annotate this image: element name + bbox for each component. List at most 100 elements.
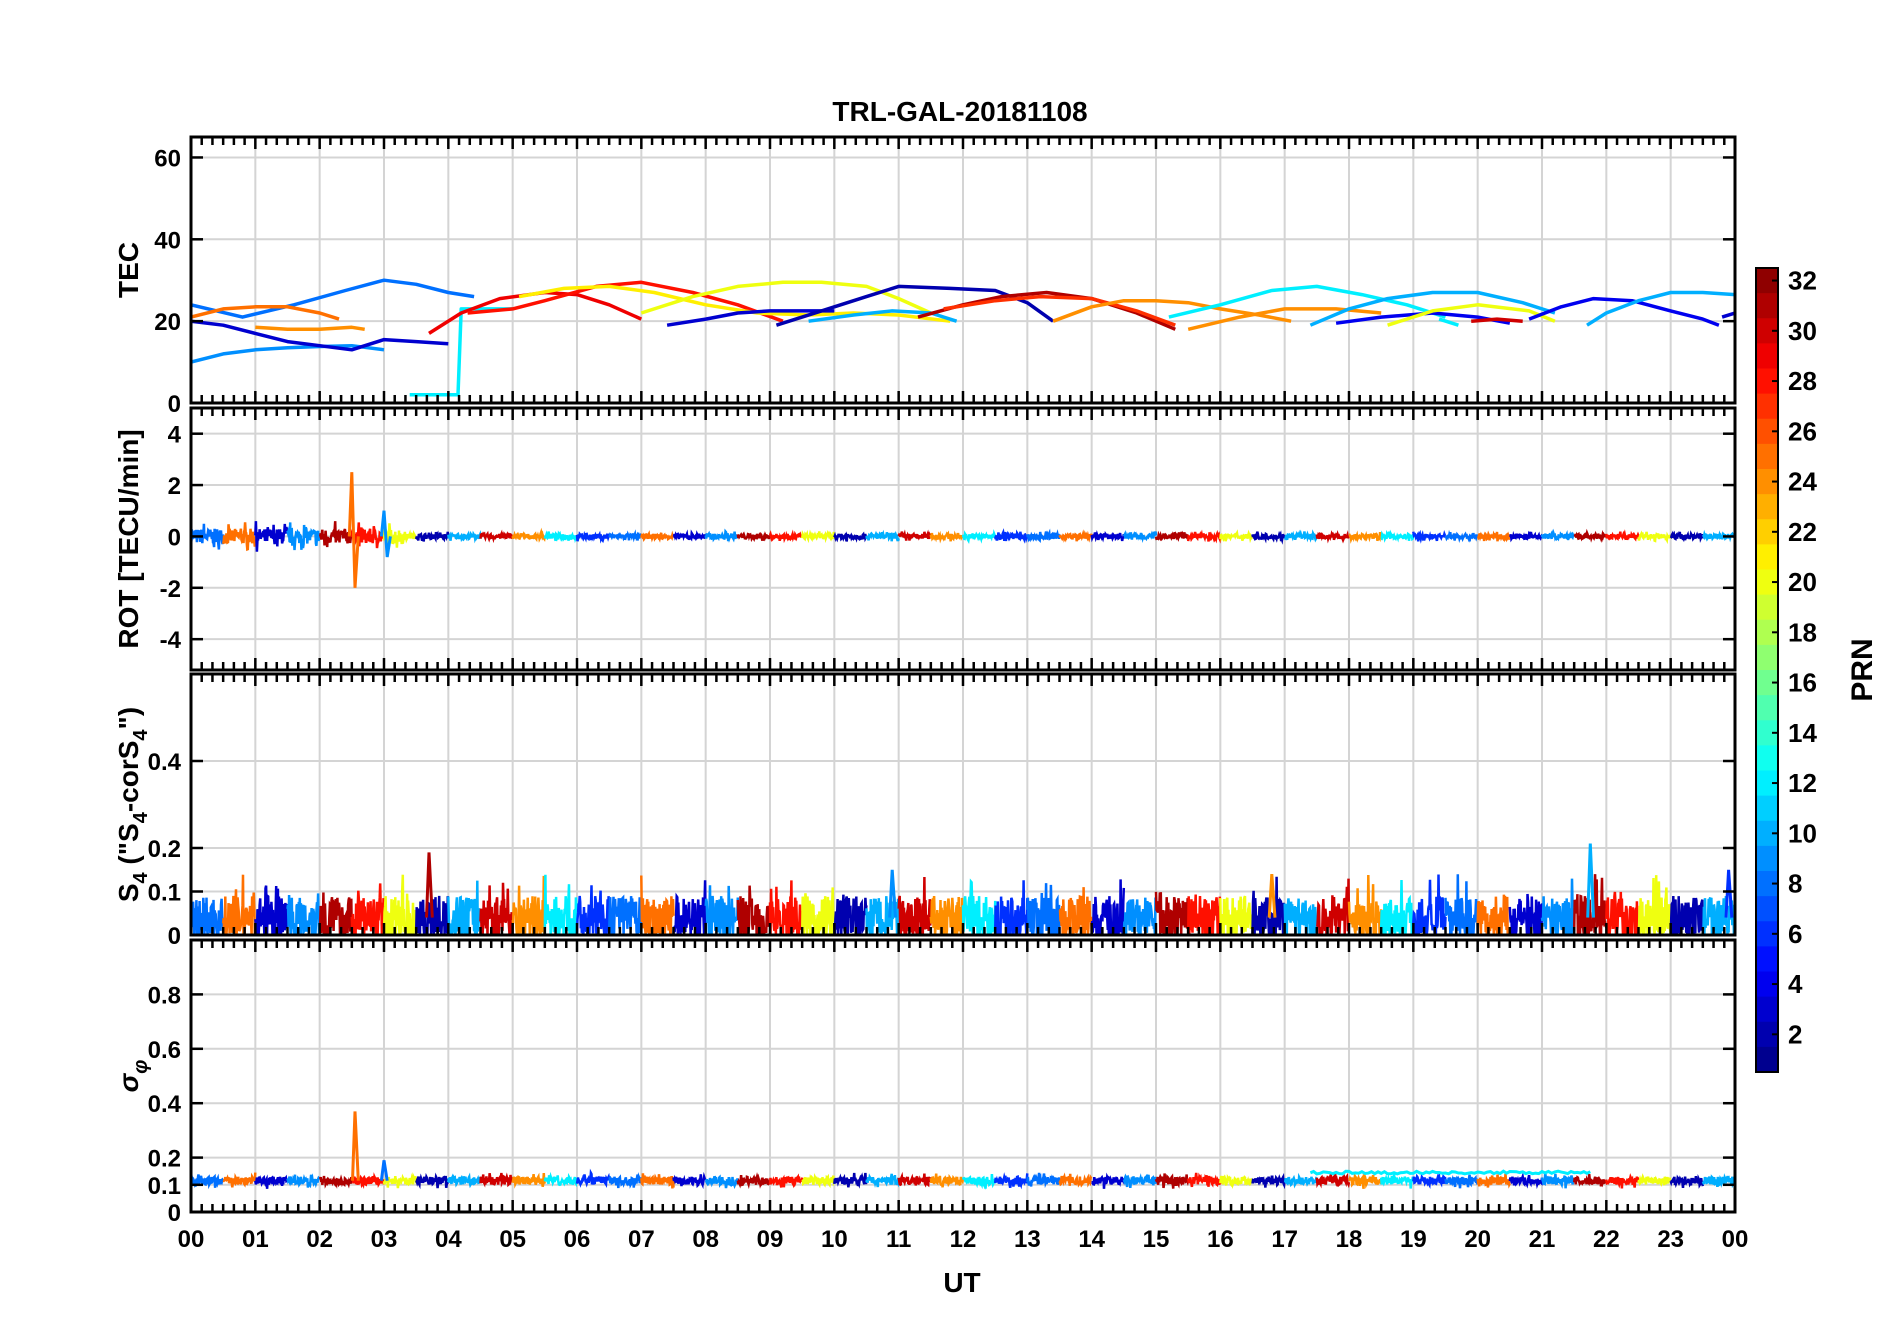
s4-trace-20 [833, 894, 868, 935]
tec-series-2 [191, 319, 449, 352]
x-tick-label-16: 16 [1207, 1226, 1234, 1253]
colorbar-swatch-29 [1756, 343, 1778, 370]
colorbar-frame [1755, 267, 1779, 1073]
s4-ytick-label-0: 0 [168, 923, 181, 950]
x-tick-label-24: 00 [1722, 1226, 1749, 1253]
sigma_phi-trace-17 [736, 1172, 772, 1190]
tec-ytick-label-0: 0 [168, 391, 181, 418]
s4-trace-34 [1283, 898, 1319, 935]
x-tick-label-21: 21 [1529, 1226, 1556, 1253]
x-tick-label-12: 12 [950, 1226, 977, 1253]
rot-trace-14 [640, 530, 675, 543]
colorbar-swatch-7 [1756, 896, 1778, 922]
s4-trace-3 [286, 893, 321, 935]
colorbar-swatch-30 [1756, 318, 1778, 344]
tec-data [191, 278, 1735, 397]
s4-trace-11 [543, 874, 579, 935]
sigma_phi-ytick-label-4: 0.6 [148, 1037, 181, 1064]
colorbar-swatch-19 [1756, 594, 1778, 621]
x-tick-label-22: 22 [1593, 1226, 1620, 1253]
colorbar-swatch-13 [1756, 745, 1778, 772]
rot-trace-36 [1348, 530, 1383, 544]
x-tick-label-19: 19 [1400, 1226, 1427, 1253]
rot-trace-21 [865, 529, 900, 542]
colorbar-tick-label-7: 16 [1788, 668, 1817, 698]
sigma_phi-trace-26 [1026, 1172, 1061, 1189]
x-tick-label-20: 20 [1464, 1226, 1491, 1253]
sigma_phi-trace-34 [1283, 1172, 1318, 1189]
colorbar-swatch-1 [1756, 1046, 1778, 1073]
tec-series-17 [1187, 307, 1382, 332]
colorbar-swatch-27 [1756, 393, 1778, 420]
rot-trace-46 [1669, 530, 1705, 543]
s4-trace-23 [929, 895, 965, 935]
rot-trace-1 [221, 522, 257, 552]
rot-trace-33 [1251, 530, 1286, 545]
sigma_phi-trace-27 [1058, 1172, 1093, 1188]
tec-series-16 [1168, 284, 1447, 319]
rot-trace-7 [414, 530, 450, 543]
s4-spike-4 [1724, 869, 1734, 918]
x-tick-label-11: 11 [886, 1226, 911, 1253]
colorbar-swatch-31 [1756, 293, 1778, 319]
sigma_phi-trace-11 [543, 1171, 579, 1188]
sigma_phi-trace-16 [704, 1174, 739, 1190]
rot-trace-42 [1540, 528, 1575, 542]
colorbar-tick-label-6: 14 [1788, 718, 1817, 748]
sigma_phi-trace-23 [929, 1173, 965, 1188]
rot-trace-47 [1701, 529, 1735, 543]
rot-trace-30 [1154, 530, 1190, 542]
tec-ytick-label-3: 60 [154, 145, 181, 172]
s4-trace-42 [1540, 878, 1576, 935]
tec-ylabel: TEC [113, 242, 144, 298]
sigma_phi-trace-42 [1540, 1172, 1576, 1189]
rot-data [191, 472, 1735, 588]
colorbar-swatch-32 [1756, 268, 1778, 294]
tec-ytick-label-1: 20 [154, 309, 181, 336]
sigma_phi-trace-29 [1122, 1173, 1158, 1189]
s4-trace-46 [1669, 895, 1705, 935]
colorbar-swatch-2 [1756, 1021, 1778, 1048]
sigma_phi-trace-25 [993, 1172, 1029, 1190]
sigma_phi-trace-18 [768, 1173, 804, 1189]
colorbar-tick-label-1: 4 [1788, 969, 1803, 999]
colorbar-label: PRN [1846, 638, 1879, 701]
sigma_phi-trace-45 [1637, 1173, 1672, 1187]
rot-ylabel: ROT [TECU/min] [113, 429, 144, 648]
x-tick-label-8: 08 [692, 1226, 719, 1253]
colorbar-swatch-3 [1756, 996, 1778, 1023]
s4-trace-29 [1122, 897, 1157, 935]
sigma_phi-data [191, 1111, 1735, 1190]
tec-series-14 [943, 294, 1176, 327]
rot-ytick-label-3: 2 [168, 473, 181, 500]
sigma_phi-ylabel: σφ [113, 1060, 152, 1093]
tec-series-21 [1438, 317, 1459, 327]
s4-trace-16 [704, 885, 740, 935]
s4-trace-10 [511, 875, 547, 935]
x-tick-label-13: 13 [1014, 1226, 1041, 1253]
rot-trace-6 [382, 523, 418, 548]
colorbar-tick-label-14: 30 [1788, 316, 1817, 346]
rot-trace-45 [1637, 530, 1672, 545]
panel-rot: -4 -2 0 2 4 ROT [TECU/min] [113, 406, 1737, 672]
x-tick-label-17: 17 [1271, 1226, 1298, 1253]
sigma_phi-trace-14 [640, 1173, 675, 1189]
rot-trace-23 [929, 530, 965, 544]
sigma_phi-trace-47 [1701, 1173, 1735, 1189]
tec-series-10 [666, 309, 835, 327]
tec-ytick-label-2: 40 [154, 227, 181, 254]
colorbar-tick-label-9: 20 [1788, 567, 1817, 597]
s4-trace-12 [575, 885, 611, 935]
sigma_phi-trace-8 [447, 1172, 482, 1189]
sigma_phi-ytick-label-5: 0.8 [148, 982, 181, 1009]
s4-trace-45 [1637, 875, 1672, 935]
s4-trace-43 [1572, 874, 1608, 935]
rot-trace-26 [1026, 528, 1061, 544]
rot-trace-17 [736, 531, 772, 543]
rot-trace-11 [543, 530, 579, 544]
x-tick-label-7: 07 [628, 1226, 655, 1253]
colorbar-tick-label-3: 8 [1788, 869, 1802, 899]
colorbar-tick-label-8: 18 [1788, 617, 1817, 647]
